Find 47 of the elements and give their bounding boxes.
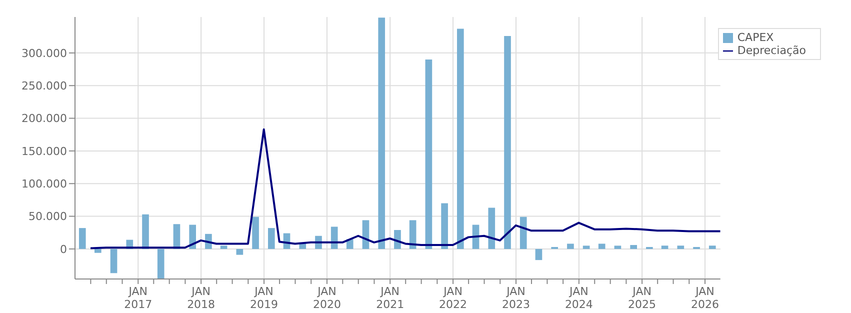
bar	[268, 228, 275, 249]
bar	[157, 248, 164, 279]
bar	[330, 226, 338, 249]
x-tick-label: JAN 2025	[628, 285, 656, 311]
x-tick-label: JAN 2023	[502, 285, 530, 311]
bar	[78, 228, 86, 249]
y-tick-label: 150.000	[22, 144, 67, 158]
y-tick-label: 0	[60, 242, 67, 256]
bar	[142, 214, 149, 249]
bar	[661, 246, 668, 249]
x-tick-label: JAN 2021	[376, 285, 404, 311]
bar	[630, 245, 637, 249]
x-tick-label: JAN 2019	[250, 285, 278, 311]
x-tick-label: JAN 2024	[564, 285, 593, 311]
y-tick-label: 100.000	[22, 178, 67, 191]
legend-label: CAPEX	[737, 31, 774, 44]
bar	[110, 248, 118, 274]
bar	[220, 246, 228, 249]
y-tick-label: 200.000	[22, 112, 67, 126]
bar	[189, 224, 196, 249]
x-tick-label: JAN 2026	[691, 285, 720, 311]
bar	[425, 59, 432, 249]
bar	[677, 246, 684, 249]
y-tick-label: 50.000	[28, 210, 67, 224]
bar	[378, 18, 386, 249]
bar	[236, 248, 244, 255]
bar	[504, 36, 511, 249]
bar	[598, 244, 606, 249]
bar	[94, 248, 102, 253]
bar	[457, 28, 464, 249]
bar	[614, 246, 622, 249]
bar	[441, 203, 448, 249]
x-tick-label: JAN 2018	[187, 285, 216, 311]
y-tick-label: 300.000	[22, 46, 67, 60]
bar	[252, 216, 259, 249]
line-series	[90, 128, 720, 250]
x-tick-label: JAN 2020	[312, 285, 341, 311]
bar	[520, 216, 527, 249]
x-tick-label: JAN 2017	[124, 285, 152, 311]
bar	[582, 246, 590, 249]
bar	[488, 208, 496, 249]
bar	[535, 248, 542, 260]
legend-label: Depreciação	[737, 44, 806, 57]
y-tick-label: 250.000	[22, 80, 67, 93]
bar	[567, 244, 574, 249]
bar	[708, 246, 716, 249]
x-tick-label: JAN 2022	[439, 285, 468, 311]
